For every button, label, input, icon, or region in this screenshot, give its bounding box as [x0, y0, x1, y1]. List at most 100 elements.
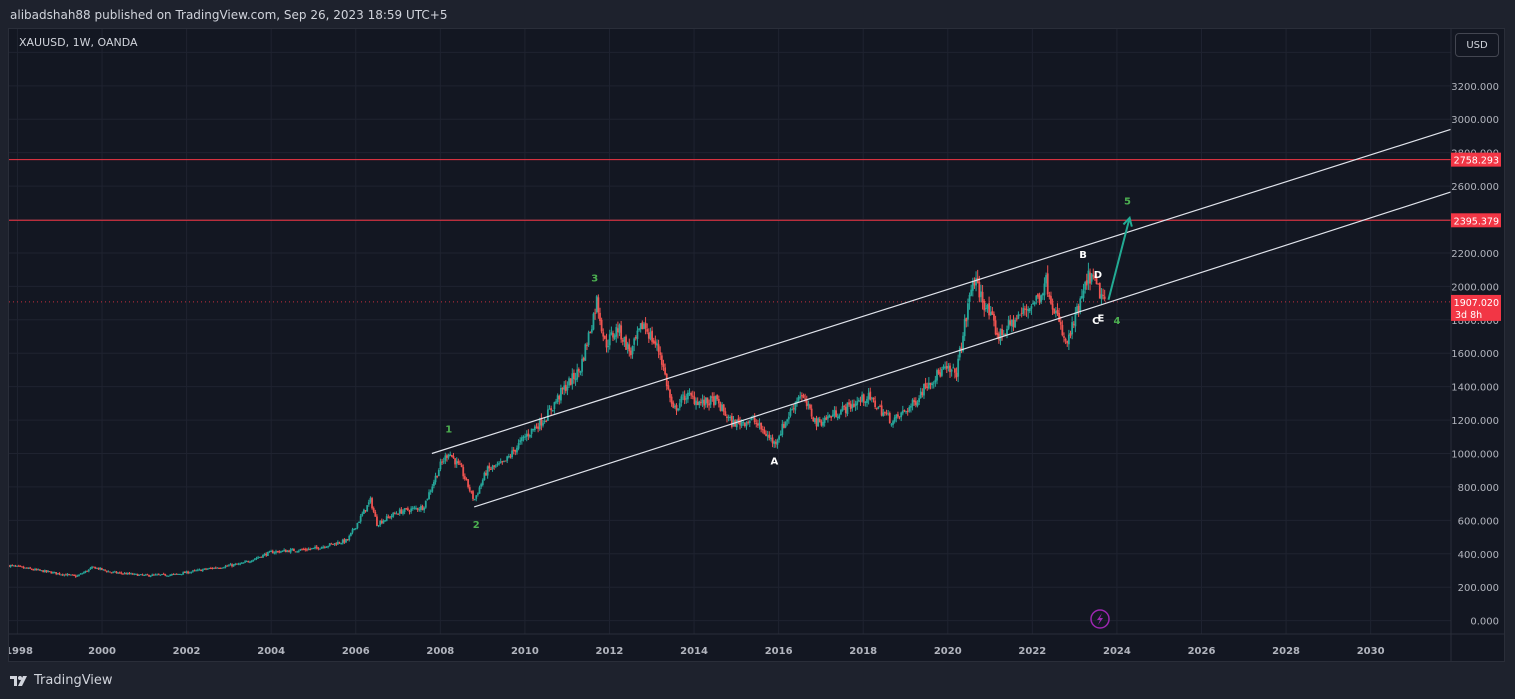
candle-body — [353, 529, 356, 531]
x-axis-tick-label[interactable]: 2028 — [1272, 646, 1300, 657]
candle-body — [693, 396, 696, 404]
candle-body — [148, 574, 150, 577]
candle-body — [892, 421, 894, 425]
projection-arrow-head[interactable] — [1122, 215, 1133, 227]
candle-body — [641, 322, 644, 330]
x-axis-tick-label[interactable]: 2000 — [88, 646, 116, 657]
lower-channel-line[interactable] — [473, 191, 1452, 508]
candle-body — [799, 396, 802, 398]
candle-body — [874, 400, 877, 408]
candle-body — [703, 399, 706, 406]
candle-body — [227, 565, 230, 567]
candle-body — [647, 332, 650, 339]
y-axis-tick-label[interactable]: 3000.000 — [1451, 115, 1499, 126]
y-axis-tick-label[interactable]: 1800.000 — [1451, 316, 1499, 327]
lightning-bolt-icon — [1097, 613, 1104, 625]
y-axis-tick-label[interactable]: 1000.000 — [1451, 450, 1499, 461]
candle-body — [664, 367, 667, 375]
projection-arrow[interactable] — [1107, 215, 1133, 300]
candle-body — [522, 436, 525, 438]
candle-body — [859, 400, 862, 402]
projection-arrow-shaft[interactable] — [1107, 217, 1131, 300]
y-axis-tick-label[interactable]: 1200.000 — [1451, 416, 1499, 427]
x-axis-tick-label[interactable]: 2016 — [765, 646, 793, 657]
tradingview-brand[interactable]: TradingView — [10, 673, 113, 688]
candle-body — [519, 440, 522, 443]
candle-body — [540, 418, 543, 426]
candle-body — [675, 405, 678, 411]
x-axis-tick-label[interactable]: 2008 — [426, 646, 454, 657]
candle-body — [470, 491, 473, 493]
x-axis-tick-label[interactable]: 2010 — [511, 646, 539, 657]
y-axis-tick-label[interactable]: 2200.000 — [1451, 249, 1499, 260]
candle-body — [490, 468, 492, 470]
candle-body — [1080, 295, 1083, 299]
axes[interactable]: 3200.0003000.0002800.0002600.0002400.000… — [9, 29, 1505, 662]
y-axis-tick-label[interactable]: 1400.000 — [1451, 383, 1499, 394]
candle-body — [1061, 324, 1064, 336]
candle-body — [861, 394, 864, 402]
symbol-title[interactable]: XAUUSD, 1W, OANDA — [19, 36, 138, 49]
y-axis-tick-label[interactable]: 2600.000 — [1451, 182, 1499, 193]
candle-body — [219, 567, 222, 569]
y-axis-tick-label[interactable]: 2000.000 — [1451, 282, 1499, 293]
candle-body — [997, 333, 1000, 340]
candle-body — [1025, 308, 1028, 310]
candle-body — [984, 308, 987, 310]
y-axis-tick-label[interactable]: 3200.000 — [1451, 82, 1499, 93]
horizontal-levels[interactable] — [9, 159, 1451, 303]
candle-body — [29, 567, 32, 569]
currency-button[interactable]: USD — [1455, 33, 1499, 57]
trend-channel[interactable] — [431, 128, 1452, 508]
lightning-icon[interactable] — [1090, 609, 1110, 629]
x-axis-tick-label[interactable]: 2004 — [257, 646, 285, 657]
candle-body — [866, 398, 868, 403]
candle-body — [706, 397, 709, 404]
y-axis-tick-label[interactable]: 1600.000 — [1451, 349, 1499, 360]
x-axis-tick-label[interactable]: 2030 — [1357, 646, 1385, 657]
candle-body — [628, 344, 631, 352]
candle-body — [507, 456, 510, 458]
candle-body — [143, 574, 146, 576]
x-axis-tick-label[interactable]: 2026 — [1188, 646, 1216, 657]
candle-body — [1054, 310, 1057, 314]
candle-body — [71, 574, 74, 576]
candle-body — [1046, 273, 1049, 295]
candle-body — [428, 492, 430, 500]
misc-icons[interactable] — [1090, 609, 1110, 629]
candle-body — [385, 516, 388, 521]
candle-body — [284, 549, 287, 553]
candle-body — [434, 475, 437, 483]
candle-body — [649, 331, 652, 340]
upper-channel-line[interactable] — [431, 128, 1452, 455]
candle-body — [455, 460, 458, 465]
candle-body — [81, 573, 84, 575]
candle-body — [263, 553, 266, 555]
candle-body — [950, 369, 953, 372]
y-axis-tick-label[interactable]: 400.000 — [1458, 550, 1499, 561]
x-axis-tick-label[interactable]: 2002 — [173, 646, 201, 657]
y-axis-tick-label[interactable]: 0.000 — [1470, 617, 1499, 628]
candle-body — [151, 574, 154, 577]
x-axis-tick-label[interactable]: 2024 — [1103, 646, 1131, 657]
candle-body — [560, 388, 562, 401]
candle-body — [472, 491, 474, 499]
x-axis-tick-label[interactable]: 2012 — [596, 646, 624, 657]
y-axis-tick-label[interactable]: 200.000 — [1458, 583, 1499, 594]
candle-body — [185, 571, 188, 574]
x-axis-tick-label[interactable]: 2018 — [849, 646, 877, 657]
x-axis-tick-label[interactable]: 2014 — [680, 646, 708, 657]
candle-body — [577, 368, 580, 372]
y-axis-tick-label[interactable]: 600.000 — [1458, 516, 1499, 527]
candle-body — [14, 565, 17, 567]
x-axis-tick-label[interactable]: 2006 — [342, 646, 370, 657]
y-axis-tick-label[interactable]: 800.000 — [1458, 483, 1499, 494]
x-axis-tick-label[interactable]: 1998 — [9, 646, 33, 657]
candle-body — [382, 520, 385, 524]
x-axis-tick-label[interactable]: 2022 — [1018, 646, 1046, 657]
candle-body — [898, 416, 901, 418]
x-axis-tick-label[interactable]: 2020 — [934, 646, 962, 657]
